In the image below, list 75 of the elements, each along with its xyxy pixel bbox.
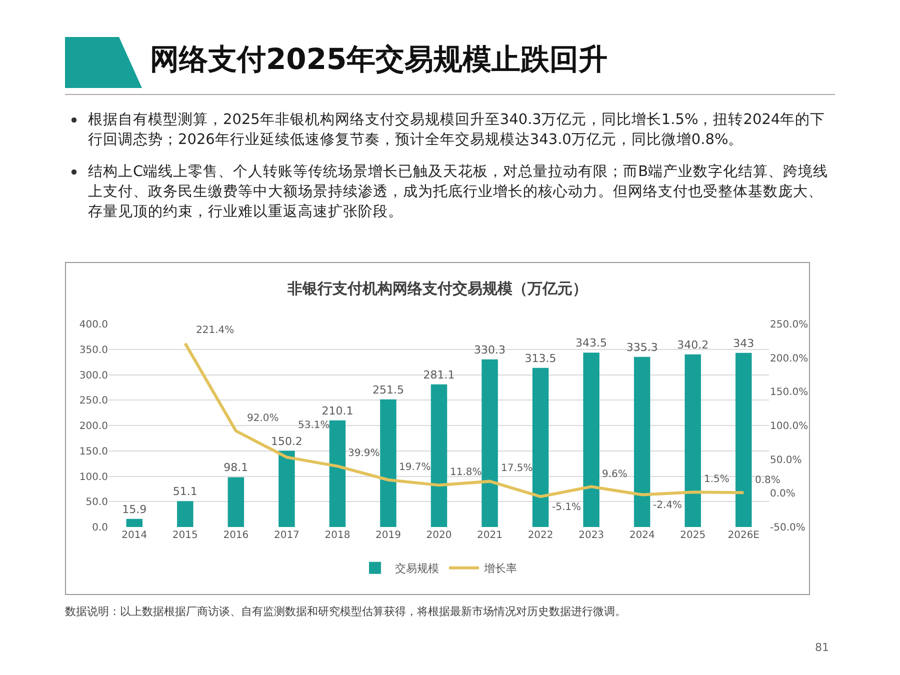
y2-tick-label: 250.0% [770,320,808,330]
y2-tick-label: 150.0% [770,387,808,398]
data-label: -5.1% [552,502,582,513]
y-tick-label: 350.0 [79,344,108,356]
x-tick-label: 2023 [578,530,604,541]
data-label: 19.7% [399,462,431,473]
y2-tick-label: 50.0% [770,454,802,466]
data-label: 53.1% [298,420,330,431]
x-tick-label: 2017 [274,530,300,541]
text: 81 [815,641,829,654]
data-label: -2.4% [653,500,682,511]
text: 数据说明：以上数据根据厂商访谈、自有监测数据和研究模型估算获得，将根据最新市场情况对历史数据进行微调。 [65,604,626,619]
bar [532,368,549,527]
data-label: 92.0% [247,413,279,424]
bar [684,354,701,527]
data-label: 15.9 [122,502,147,516]
bar [634,356,650,527]
bar [329,420,346,527]
bar [380,399,396,527]
data-label: 17.5% [501,463,533,474]
data-label: 340.2 [677,338,709,352]
legend-label: 交易规模 [395,562,439,576]
bar [228,477,244,527]
data-label: 330.3 [474,343,506,356]
y2-tick-label: -50.0% [770,522,806,534]
data-label: 335.3 [626,340,658,354]
data-label: 39.9% [348,448,380,459]
y-tick-label: 300.0 [79,370,108,382]
data-label: 11.8% [450,467,482,478]
data-label: 1.5% [704,474,730,485]
x-tick-label: 2026E [728,530,760,541]
legend-label: 增长率 [483,562,517,576]
x-tick-label: 2025 [680,530,706,541]
bar [583,352,600,527]
y-tick-label: 150.0 [79,446,108,458]
y-tick-label: 100.0 [79,472,108,483]
data-label: 9.6% [602,469,628,480]
x-tick-label: 2021 [477,530,502,541]
x-tick-label: 2020 [426,530,452,541]
data-label: 51.1 [172,485,198,498]
x-tick-label: 2014 [122,530,148,541]
y2-tick-label: 100.0% [770,421,808,432]
text: 结构上C端线上零售、个人转账等传统场景增长已触及天花板，对总量拉动有限；而B端产业数字化结算、跨境线上支付、政务民生缴费等中大额场景持续渗透，成为托底行业增长的核心动力。但网络支付也受整体基数庞大、存量见顶的约束，行业难以重返高速扩张阶段。 [88,164,828,220]
data-label: 0.8% [755,475,780,486]
bar [735,352,752,527]
x-tick-label: 2016 [223,530,249,541]
x-tick-label: 2022 [528,530,554,541]
data-label: 150.2 [270,434,302,448]
bar [126,518,143,527]
x-tick-label: 2019 [376,530,401,541]
data-label: 251.5 [372,383,404,396]
bar [430,384,448,527]
bar [278,450,295,527]
x-tick-label: 2018 [324,530,350,541]
text: 网络支付2025年交易规模止跌回升 [150,41,608,78]
bar [482,359,498,527]
data-label: 210.1 [322,404,354,418]
y-tick-label: 250.0 [79,396,108,407]
x-tick-label: 2015 [172,530,198,541]
y-tick-label: 50.0 [86,497,108,508]
data-label: 281.1 [423,368,455,382]
y-tick-label: 400.0 [79,320,108,330]
chart-title: 非银行支付机构网络支付交易规模（万亿元） [286,279,588,298]
data-label: 343 [733,336,754,350]
data-label: 343.5 [576,336,608,350]
bar [177,501,194,527]
data-label: 221.4% [196,325,234,336]
data-label: 313.5 [524,352,556,365]
data-label: 98.1 [224,461,248,474]
y-tick-label: 0.0 [92,522,108,534]
text: 根据自有模型测算，2025年非银机构网络支付交易规模回升至340.3万亿元，同比增长1.5%，扭转2024年的下行回调态势；2026年行业延续低速修复节奏，预计全年交易规模达343.0万亿元，同比微增0.8%。 [88,112,826,148]
y2-tick-label: 0.0% [770,488,796,500]
y-tick-label: 200.0 [79,421,108,432]
y2-tick-label: 200.0% [770,353,808,364]
x-tick-label: 2024 [629,530,655,541]
